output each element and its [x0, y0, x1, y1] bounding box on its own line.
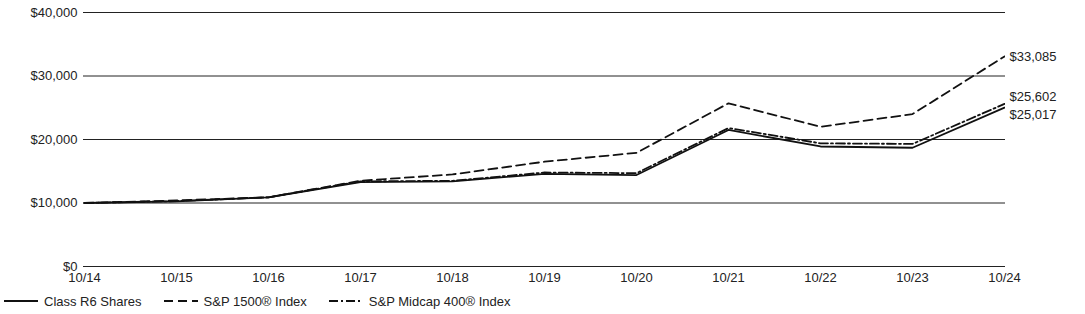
svg-text:10/15: 10/15	[160, 270, 193, 285]
svg-text:10/21: 10/21	[712, 270, 745, 285]
svg-text:$40,000: $40,000	[31, 5, 78, 20]
svg-text:$25,602: $25,602	[1010, 89, 1057, 104]
svg-text:10/23: 10/23	[896, 270, 929, 285]
svg-text:10/17: 10/17	[344, 270, 377, 285]
svg-text:10/16: 10/16	[252, 270, 285, 285]
html-text:S&P 1500® Index: S&P 1500® Index	[203, 293, 307, 309]
svg-text:10/19: 10/19	[528, 270, 561, 285]
svg-text:10/22: 10/22	[804, 270, 837, 285]
svg-text:$25,017: $25,017	[1010, 107, 1057, 122]
svg-text:$30,000: $30,000	[31, 68, 78, 83]
svg-text:10/20: 10/20	[620, 270, 653, 285]
svg-text:10/14: 10/14	[68, 270, 101, 285]
svg-text:$20,000: $20,000	[31, 132, 78, 147]
svg-text:10/18: 10/18	[436, 270, 469, 285]
svg-text:$0: $0	[63, 258, 78, 274]
svg-text:$10,000: $10,000	[31, 195, 78, 210]
html-text:Class R6 Shares: Class R6 Shares	[44, 293, 142, 309]
html-text:S&P Midcap 400® Index: S&P Midcap 400® Index	[368, 293, 511, 309]
svg-text:10/24: 10/24	[988, 270, 1021, 285]
svg-text:$33,085: $33,085	[1010, 49, 1057, 64]
